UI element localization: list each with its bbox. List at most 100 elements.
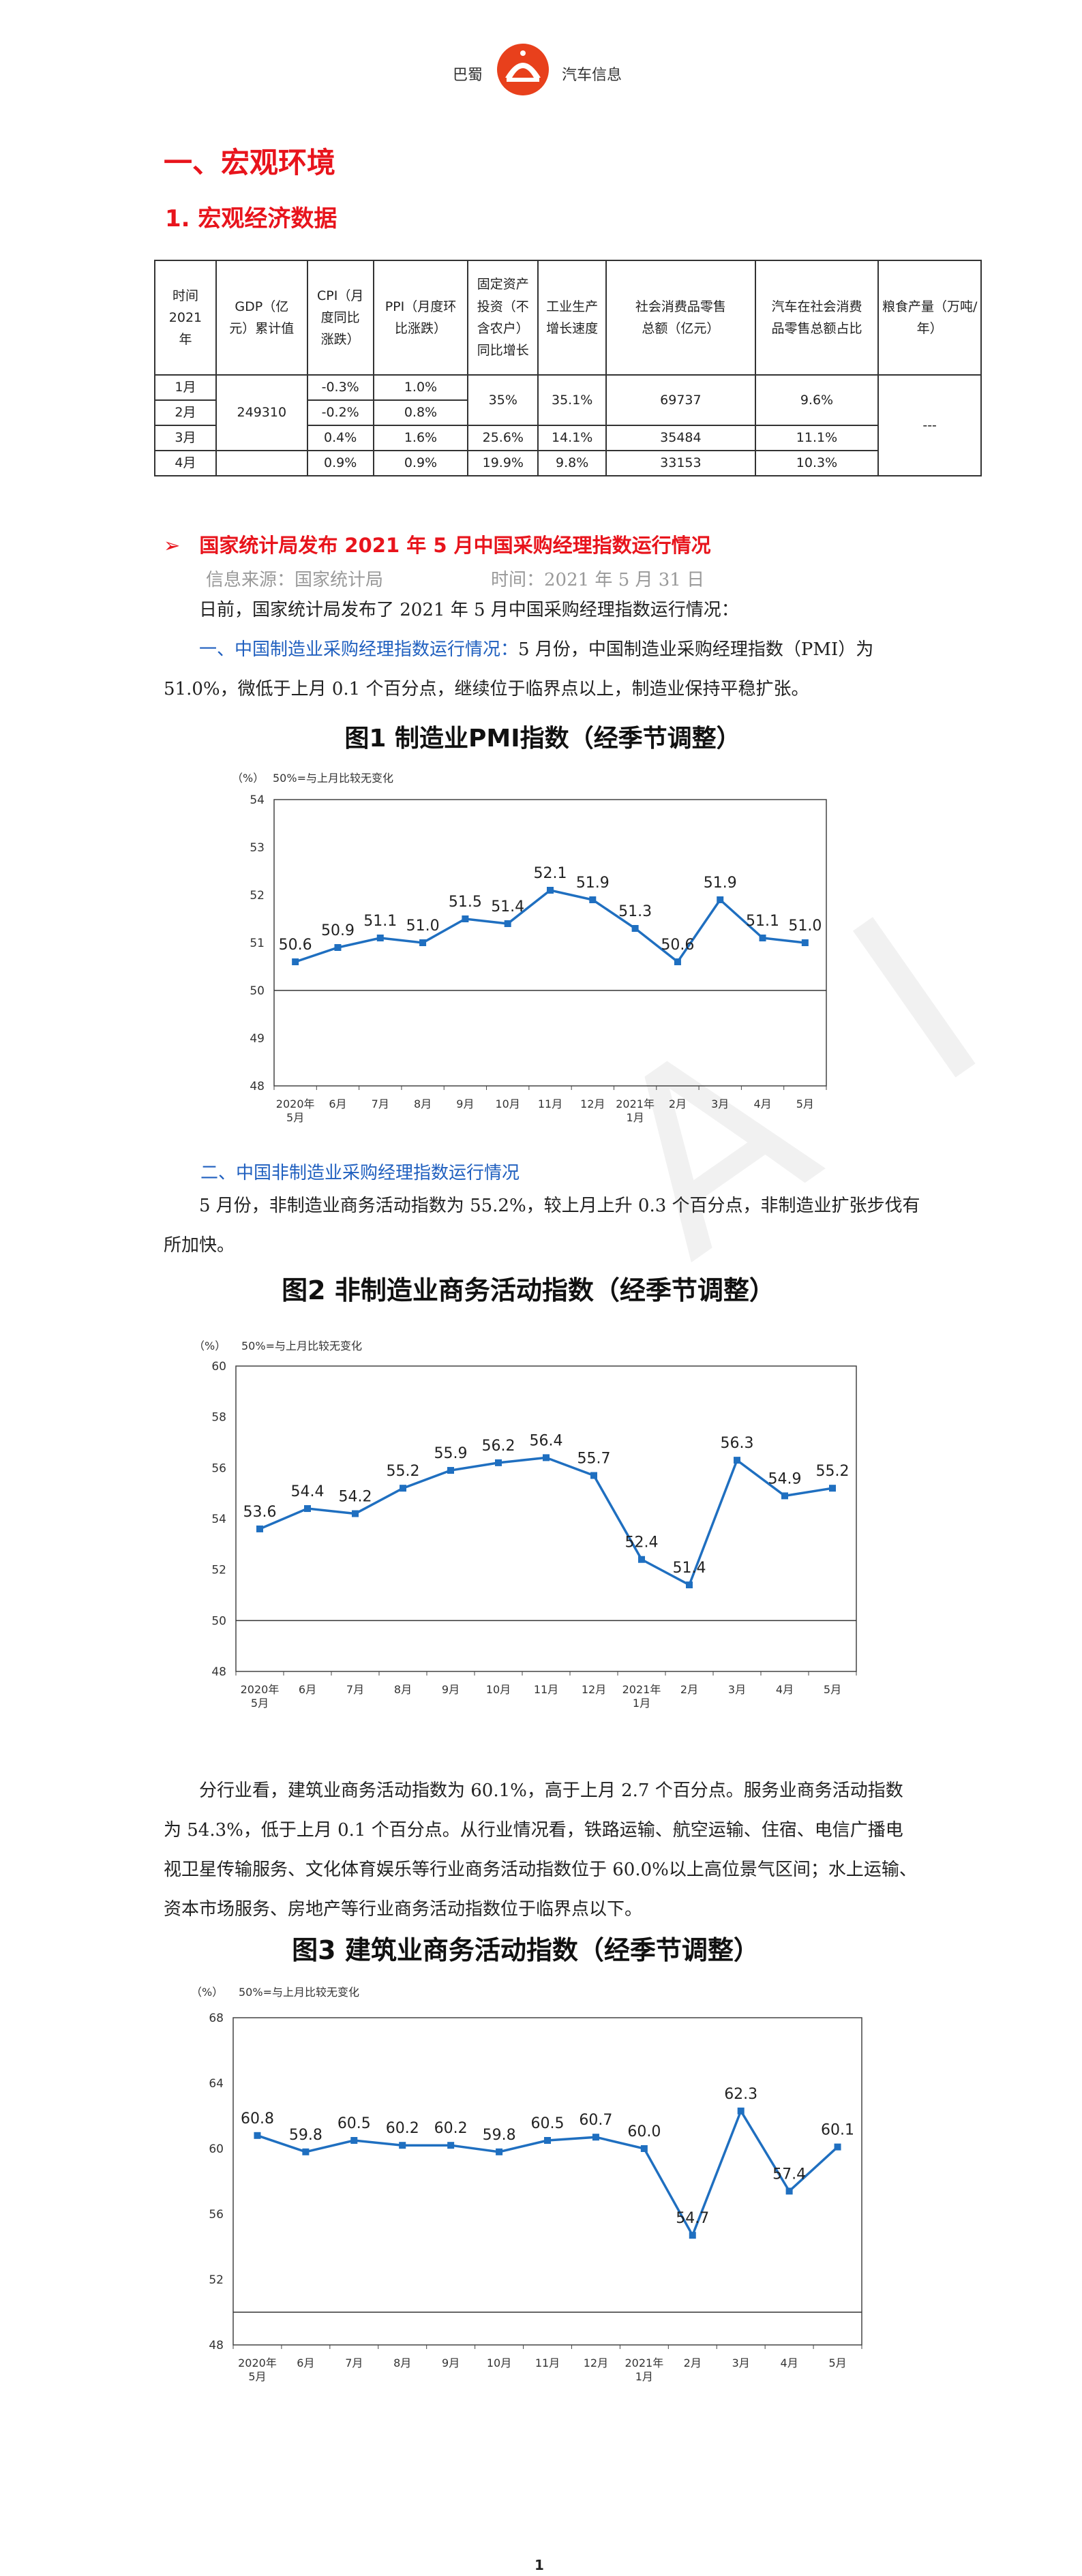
data-label: 56.2 <box>482 1438 515 1455</box>
cell-ppi: 0.9% <box>372 450 469 476</box>
chart-note: 50%=与上月比较无变化 <box>239 1986 359 1999</box>
data-point <box>376 935 384 941</box>
y-tick-label: 52 <box>211 1564 226 1577</box>
chart-unit-label: （%） <box>191 1986 223 1999</box>
x-tick-label: 2020年 5月 <box>238 2357 277 2383</box>
cell-auto-share: 9.6% <box>754 374 880 426</box>
chart-manufacturing-pmi: 图1 制造业PMI指数（经季节调整） （%） 50%=与上月比较无变化 48 49… <box>232 725 827 1124</box>
cell-auto-share: 10.3% <box>754 450 880 476</box>
y-tick-label: 52 <box>250 889 265 903</box>
x-tick-label: 10月 <box>487 2357 511 2369</box>
x-tick-label: 4月 <box>776 1683 794 1696</box>
cell-fixed-investment: 35% <box>467 374 539 426</box>
data-point <box>689 2232 696 2239</box>
data-label: 51.9 <box>704 875 737 892</box>
y-tick-label: 50 <box>211 1614 226 1628</box>
news-intro-text: 日前，国家统计局发布了 2021 年 5 月中国采购经理指数运行情况： <box>199 600 739 620</box>
table-header-row: 时间 2021 年 GDP（亿 元）累计值 CPI（月 度同比 涨跌） PPI（… <box>154 260 982 376</box>
data-label: 51.4 <box>491 898 524 915</box>
table-row: 4月 0.9% 0.9% 19.9% 9.8% 33153 10.3% <box>154 450 981 476</box>
data-point <box>447 2142 455 2149</box>
x-tick-label: 2020年 5月 <box>241 1683 280 1710</box>
plot-frame <box>235 1365 857 1672</box>
x-tick-label: 9月 <box>442 1683 460 1696</box>
x-tick-label: 2020年 5月 <box>276 1097 315 1124</box>
subsection-title: 1. 宏观经济数据 <box>165 205 337 232</box>
x-tick-label: 12月 <box>580 1097 605 1110</box>
y-tick-label: 56 <box>211 1461 226 1475</box>
table-row: 2月 -0.2% 0.8% <box>154 399 981 426</box>
th-cpi: CPI（月 度同比 涨跌） <box>306 260 374 376</box>
data-point <box>543 1454 550 1461</box>
data-point <box>334 944 342 951</box>
data-label: 56.4 <box>530 1432 563 1449</box>
data-label: 60.2 <box>434 2120 468 2137</box>
header-right-text: 汽车信息 <box>562 67 622 84</box>
company-logo-icon <box>497 44 549 95</box>
y-tick-label: 53 <box>250 841 265 855</box>
chart-title: 图1 制造业PMI指数（经季节调整） <box>344 725 740 753</box>
arrow-bullet-icon: ➢ <box>164 534 181 557</box>
x-tick-label: 10月 <box>496 1097 520 1110</box>
data-label: 55.7 <box>577 1451 611 1468</box>
th-gdp: GDP（亿 元）累计值 <box>215 260 308 376</box>
th-grain: 粮食产量（万吨/ 年） <box>877 260 982 376</box>
data-point <box>589 896 597 903</box>
chart-non-manufacturing: 图2 非制造业商务活动指数（经季节调整） （%） 50%=与上月比较无变化 48… <box>194 1275 857 1710</box>
cell-cpi: 0.4% <box>306 425 374 451</box>
data-point <box>462 915 469 922</box>
data-label: 53.6 <box>243 1504 277 1521</box>
data-label: 50.9 <box>321 922 355 939</box>
data-label: 60.5 <box>337 2115 371 2132</box>
data-label: 51.3 <box>618 903 652 920</box>
cell-industrial: 14.1% <box>537 425 607 451</box>
series-line <box>259 1456 833 1587</box>
news-intro-paragraph: 日前，国家统计局发布了 2021 年 5 月中国采购经理指数运行情况： 一、中国… <box>164 590 920 709</box>
data-point <box>717 896 724 903</box>
cell-month: 3月 <box>154 425 217 451</box>
data-label: 54.4 <box>291 1483 325 1500</box>
data-point <box>350 2137 358 2144</box>
x-tick-label: 5月 <box>796 1097 814 1110</box>
y-tick-label: 68 <box>209 2012 224 2025</box>
x-tick-label: 4月 <box>781 2357 798 2369</box>
x-tick-label: 2021年 1月 <box>622 1683 661 1710</box>
cell-ppi: 1.0% <box>372 374 469 401</box>
y-tick-label: 54 <box>211 1513 226 1526</box>
data-label: 60.0 <box>627 2123 661 2140</box>
data-label: 50.6 <box>661 937 694 954</box>
y-tick-label: 64 <box>209 2077 224 2091</box>
chart-unit-label: （%） <box>194 1339 226 1352</box>
data-point <box>447 1467 454 1474</box>
chart-title: 图3 建筑业商务活动指数（经季节调整） <box>292 1935 760 1965</box>
y-tick-label: 50 <box>250 984 265 998</box>
data-point <box>399 2142 406 2149</box>
data-point <box>759 935 766 941</box>
data-point <box>256 1525 263 1532</box>
th-auto-share: 汽车在社会消费 品零售总额占比 <box>754 260 880 376</box>
cell-retail: 33153 <box>605 450 756 476</box>
chart-title: 图2 非制造业商务活动指数（经季节调整） <box>282 1275 775 1305</box>
cell-month: 2月 <box>154 399 217 426</box>
cell-retail: 69737 <box>605 374 756 426</box>
data-label: 57.4 <box>772 2166 806 2183</box>
y-tick-label: 48 <box>250 1080 265 1093</box>
data-label: 51.0 <box>406 918 440 935</box>
data-label: 55.2 <box>387 1463 420 1480</box>
data-label: 59.8 <box>289 2127 322 2144</box>
page-number: 1 <box>535 2557 544 2573</box>
news-source: 信息来源：国家统计局 <box>206 570 384 590</box>
data-point <box>834 2143 841 2151</box>
data-point <box>302 2148 310 2155</box>
non-manufacturing-heading: 二、中国非制造业采购经理指数运行情况 <box>200 1163 520 1183</box>
data-label: 54.2 <box>339 1489 372 1506</box>
pmi-text-b: 51.0%，微低于上月 0.1 个百分点，继续位于临界点以上，制造业保持平稳扩张… <box>164 679 809 699</box>
data-point <box>400 1485 406 1492</box>
x-tick-label: 5月 <box>824 1683 841 1696</box>
data-point <box>254 2132 261 2139</box>
cell-auto-share: 11.1% <box>754 425 880 451</box>
data-point <box>638 1556 645 1563</box>
chart-unit-label: （%） <box>232 772 264 785</box>
cell-grain: --- <box>877 374 982 476</box>
header-left-text: 巴蜀 <box>453 67 483 84</box>
